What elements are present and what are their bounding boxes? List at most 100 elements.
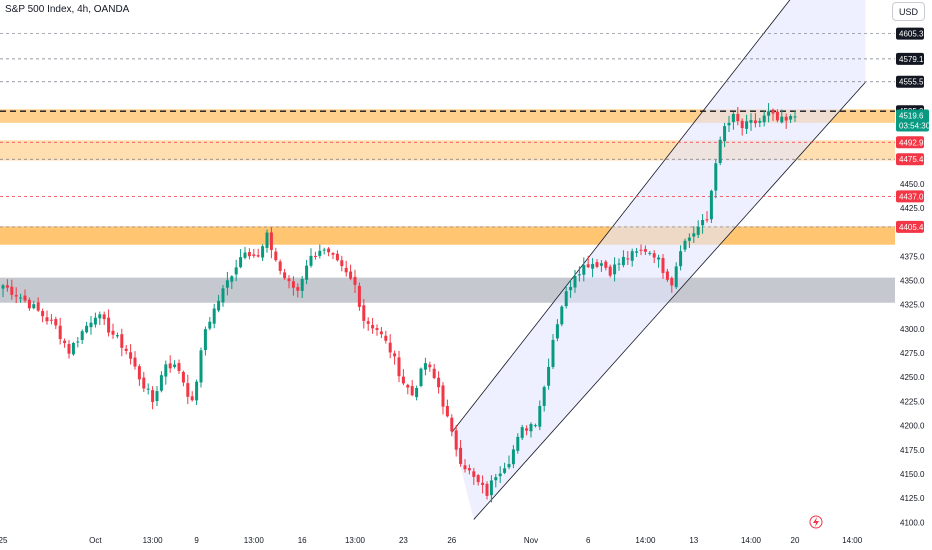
y-tick-label: 4300.0 — [900, 325, 925, 334]
x-tick-label: 25 — [0, 536, 8, 545]
candle-body — [10, 286, 14, 295]
candle-body — [102, 314, 106, 320]
y-tick-label: 4375.0 — [900, 252, 925, 261]
candle-body — [71, 343, 75, 355]
y-tick-label: 4200.0 — [900, 422, 925, 431]
candle-body — [503, 468, 507, 473]
candle-body — [621, 256, 625, 266]
candle-body — [32, 304, 36, 309]
candle-body — [780, 116, 784, 123]
current-price-label: 4519.6 — [899, 111, 924, 120]
candle-body — [327, 248, 331, 253]
candle-body — [454, 430, 458, 450]
time-axis: 25 Oct 13:00 9 13:00 16 13:00 23 26 Nov 6 14:00 13 14… — [0, 532, 895, 550]
candle-body — [80, 331, 84, 340]
candle-body — [709, 190, 713, 220]
y-tick-label: 4450.0 — [900, 180, 925, 189]
candle-body — [406, 384, 410, 388]
candle-body — [459, 447, 463, 465]
candle-body — [789, 115, 793, 120]
candle-body — [49, 319, 53, 321]
zone-band — [0, 109, 895, 123]
candle-body — [252, 254, 256, 256]
x-tick-label: 13:00 — [345, 536, 366, 545]
candle-body — [415, 387, 419, 398]
y-tick-label: 4225.0 — [900, 397, 925, 406]
price-axis-background — [895, 0, 932, 550]
candle-body — [379, 331, 383, 335]
candle-body — [437, 377, 441, 388]
candle-body — [186, 383, 190, 397]
price-axis[interactable]: 4100.0 4125.0 4150.0 4175.0 4200.0 4225.0 4250… — [895, 0, 932, 550]
candle-body — [256, 255, 260, 257]
candle-body — [745, 121, 749, 129]
candle-body — [225, 280, 229, 288]
x-tick-label: 14:00 — [741, 536, 762, 545]
channel-upper-line[interactable] — [451, 0, 866, 433]
candle-body — [195, 381, 199, 401]
y-tick-label: 4125.0 — [900, 494, 925, 503]
candle-body — [604, 261, 608, 268]
zone-band — [0, 226, 895, 245]
x-tick-label: 23 — [399, 536, 408, 545]
zone-band — [0, 277, 895, 303]
candle-body — [41, 311, 45, 317]
candle-body — [635, 251, 639, 253]
current-price-tag[interactable] — [896, 109, 929, 132]
candle-body — [714, 163, 718, 191]
candle-body — [388, 342, 392, 353]
price-tag — [896, 220, 924, 233]
candle-body — [261, 246, 265, 258]
lightning-icon[interactable] — [809, 515, 823, 529]
candle-body — [1, 285, 5, 289]
y-tick-label: 4250.0 — [900, 373, 925, 382]
candle-body — [137, 366, 141, 380]
candle-body — [586, 264, 590, 268]
channel-lower-line[interactable] — [473, 81, 866, 520]
candle-body — [740, 120, 744, 129]
candle-body — [432, 368, 436, 379]
candle-body — [159, 375, 163, 391]
candle-body — [203, 329, 207, 351]
candle-body — [529, 424, 533, 432]
candle-body — [771, 109, 775, 114]
candle-body — [54, 319, 58, 326]
candle-body — [547, 366, 551, 386]
currency-button[interactable]: USD — [892, 2, 925, 21]
candle-body — [485, 483, 489, 496]
x-tick-label: 26 — [447, 536, 456, 545]
price-tag-label: 4437.0 — [899, 192, 924, 201]
candle-body — [608, 266, 612, 276]
x-tick-label: 13:00 — [143, 536, 164, 545]
candle-body — [349, 271, 353, 279]
candle-body — [762, 115, 766, 123]
x-tick-label: Nov — [524, 536, 538, 545]
candle-body — [723, 126, 727, 142]
candle-body — [652, 253, 656, 258]
candle-body — [687, 237, 691, 241]
candle-body — [626, 258, 630, 260]
candle-body — [525, 428, 529, 431]
candle-body — [142, 377, 146, 389]
candle-body — [476, 475, 480, 483]
y-tick-label: 4150.0 — [900, 470, 925, 479]
candle-body — [445, 406, 449, 417]
candle-body — [516, 436, 520, 451]
candle-body — [784, 116, 788, 121]
candle-body — [164, 364, 168, 377]
candle-body — [67, 344, 71, 354]
x-tick-label: 16 — [298, 536, 307, 545]
candle-body — [124, 348, 128, 351]
candle-body — [265, 232, 269, 248]
candle-body — [63, 340, 67, 344]
price-tag-label: 4605.3 — [899, 30, 924, 39]
candle-body — [19, 297, 23, 299]
y-tick-label: 4425.0 — [900, 204, 925, 213]
candle-body — [577, 274, 581, 276]
candle-body — [758, 120, 762, 123]
price-tag-label: 4405.4 — [899, 223, 924, 232]
candle-body — [115, 335, 119, 337]
candle-body — [58, 325, 62, 340]
candle-body — [217, 300, 221, 311]
